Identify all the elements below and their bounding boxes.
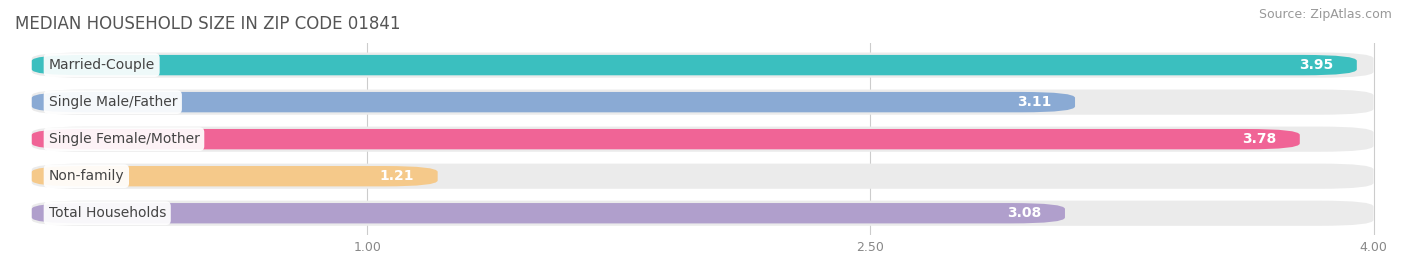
FancyBboxPatch shape [32, 90, 1374, 115]
FancyBboxPatch shape [32, 129, 1299, 149]
Text: 3.95: 3.95 [1299, 58, 1333, 72]
Text: 3.11: 3.11 [1017, 95, 1052, 109]
FancyBboxPatch shape [32, 164, 1374, 189]
FancyBboxPatch shape [32, 203, 1064, 224]
Text: Married-Couple: Married-Couple [49, 58, 155, 72]
Text: Non-family: Non-family [49, 169, 124, 183]
Text: Total Households: Total Households [49, 206, 166, 220]
Text: 1.21: 1.21 [380, 169, 415, 183]
Text: 3.08: 3.08 [1007, 206, 1042, 220]
Text: 3.78: 3.78 [1241, 132, 1277, 146]
FancyBboxPatch shape [32, 166, 437, 186]
Text: Source: ZipAtlas.com: Source: ZipAtlas.com [1258, 8, 1392, 21]
FancyBboxPatch shape [32, 201, 1374, 226]
FancyBboxPatch shape [32, 92, 1076, 112]
FancyBboxPatch shape [32, 52, 1374, 78]
Text: MEDIAN HOUSEHOLD SIZE IN ZIP CODE 01841: MEDIAN HOUSEHOLD SIZE IN ZIP CODE 01841 [15, 15, 401, 33]
FancyBboxPatch shape [32, 127, 1374, 152]
Text: Single Male/Father: Single Male/Father [49, 95, 177, 109]
Text: Single Female/Mother: Single Female/Mother [49, 132, 200, 146]
FancyBboxPatch shape [32, 55, 1357, 75]
